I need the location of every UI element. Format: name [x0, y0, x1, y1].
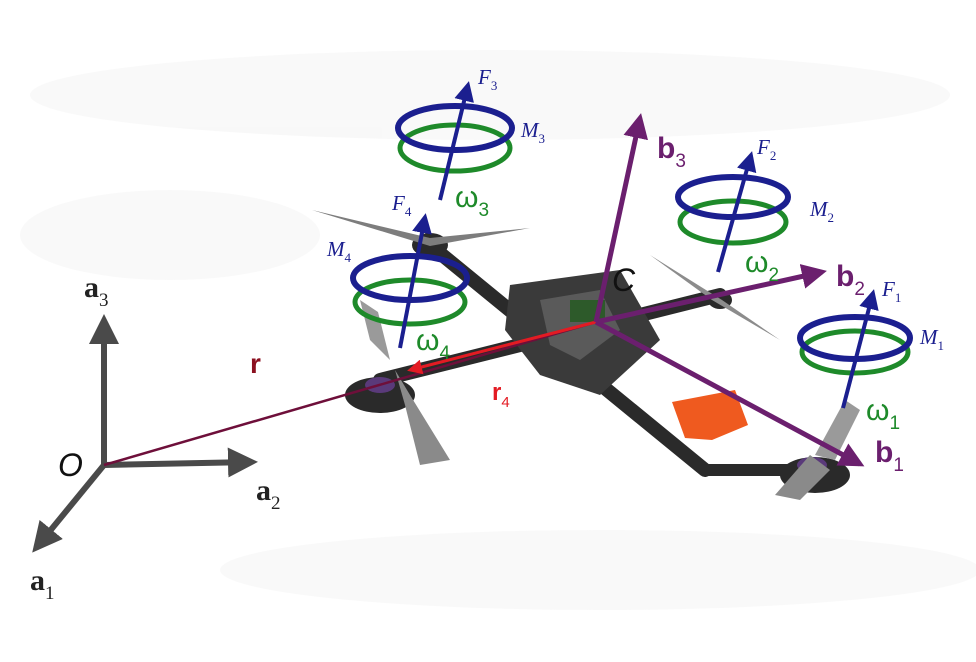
labels: a1 a2 a3 O Cb1 b2 b3 r r4 F1 M1 ω1 F2 M2 ω2 F3 M3 ω3 F4 M4 ω…	[30, 65, 944, 604]
label-force-2: F2	[756, 135, 776, 163]
label-force-4: F4	[391, 191, 412, 219]
force-arrow-f1	[841, 289, 879, 409]
arm-vector-r4	[407, 320, 597, 375]
label-a2: a2	[256, 474, 281, 514]
label-a1: a1	[30, 564, 55, 604]
label-moment-2: M2	[809, 197, 834, 225]
axis-b2	[595, 264, 827, 325]
axis-a2	[103, 447, 258, 478]
label-force-3: F3	[477, 65, 497, 93]
world-frame	[32, 314, 258, 553]
label-omega-4: ω4	[416, 324, 450, 364]
label-origin: O	[58, 447, 83, 483]
label-r: r	[250, 348, 261, 379]
force-arrow-f4	[398, 213, 432, 349]
rotor-2	[675, 151, 791, 273]
label-force-1: F1	[881, 277, 901, 305]
label-moment-1: M1	[919, 325, 944, 353]
label-a3: a3	[84, 271, 109, 311]
label-r4: r4	[492, 379, 510, 411]
force-arrow-f3	[438, 81, 474, 201]
body-frame	[593, 113, 865, 467]
label-b3: b3	[657, 132, 686, 172]
axis-b3	[593, 113, 649, 323]
label-omega-1: ω1	[866, 394, 900, 434]
rotor-1	[797, 289, 913, 409]
label-omega-3: ω3	[455, 181, 489, 221]
axis-a1	[32, 463, 107, 553]
label-center: C	[612, 262, 636, 298]
label-b1: b1	[875, 436, 904, 476]
position-vector-r	[103, 320, 597, 467]
label-moment-4: M4	[326, 237, 352, 265]
background-shading	[20, 50, 976, 610]
quadrotor-image	[312, 210, 860, 500]
rotor-4	[350, 213, 470, 349]
rotor-3	[395, 81, 515, 201]
axis-b1	[594, 319, 865, 467]
force-arrow-f2	[716, 151, 757, 273]
label-b2: b2	[836, 260, 865, 300]
label-moment-3: M3	[520, 118, 545, 146]
label-omega-2: ω2	[745, 246, 779, 286]
